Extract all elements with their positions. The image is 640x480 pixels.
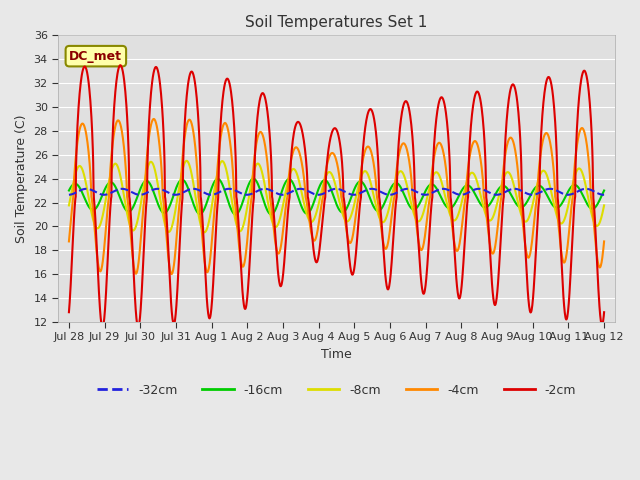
-32cm <box>547 186 554 192</box>
-2cm <box>304 194 312 200</box>
Text: DC_met: DC_met <box>69 49 122 63</box>
-16cm <box>232 212 239 217</box>
-4cm <box>128 249 136 254</box>
-8cm <box>371 195 378 201</box>
-4cm <box>293 144 301 150</box>
-8cm <box>106 172 114 178</box>
-2cm <box>293 120 301 126</box>
Title: Soil Temperatures Set 1: Soil Temperatures Set 1 <box>245 15 428 30</box>
-2cm <box>65 309 73 315</box>
Line: -32cm: -32cm <box>69 189 604 195</box>
Line: -2cm: -2cm <box>69 65 604 328</box>
-16cm <box>371 204 378 210</box>
-4cm <box>314 228 321 234</box>
-16cm <box>106 180 114 185</box>
-8cm <box>128 227 136 233</box>
-8cm <box>600 203 608 208</box>
-32cm <box>128 190 136 195</box>
Line: -8cm: -8cm <box>69 161 604 232</box>
-4cm <box>168 271 175 277</box>
-16cm <box>250 176 257 181</box>
-16cm <box>314 189 321 195</box>
-8cm <box>293 170 301 176</box>
-32cm <box>370 186 378 192</box>
-2cm <box>116 62 124 68</box>
-4cm <box>371 164 378 170</box>
-2cm <box>99 325 106 331</box>
-16cm <box>304 211 312 216</box>
-8cm <box>314 206 321 212</box>
-32cm <box>106 190 114 196</box>
-2cm <box>371 117 378 122</box>
-16cm <box>293 190 301 195</box>
-4cm <box>304 207 312 213</box>
-8cm <box>183 158 191 164</box>
-8cm <box>201 229 209 235</box>
-2cm <box>600 309 608 315</box>
-4cm <box>600 239 608 244</box>
Legend: -32cm, -16cm, -8cm, -4cm, -2cm: -32cm, -16cm, -8cm, -4cm, -2cm <box>92 379 581 402</box>
-32cm <box>65 192 73 198</box>
Line: -16cm: -16cm <box>69 179 604 215</box>
Line: -4cm: -4cm <box>69 119 604 274</box>
Y-axis label: Soil Temperature (C): Soil Temperature (C) <box>15 114 28 243</box>
-16cm <box>128 206 136 212</box>
-32cm <box>313 192 321 198</box>
-2cm <box>107 200 115 205</box>
-4cm <box>150 116 157 122</box>
-8cm <box>65 203 73 208</box>
-4cm <box>106 167 114 172</box>
-4cm <box>65 239 73 244</box>
-2cm <box>314 258 321 264</box>
X-axis label: Time: Time <box>321 348 352 361</box>
-8cm <box>304 214 312 220</box>
-32cm <box>600 192 608 198</box>
-32cm <box>303 188 311 193</box>
-16cm <box>600 188 608 193</box>
-32cm <box>292 187 300 192</box>
-2cm <box>129 253 137 259</box>
-32cm <box>529 192 536 198</box>
-16cm <box>65 188 73 193</box>
